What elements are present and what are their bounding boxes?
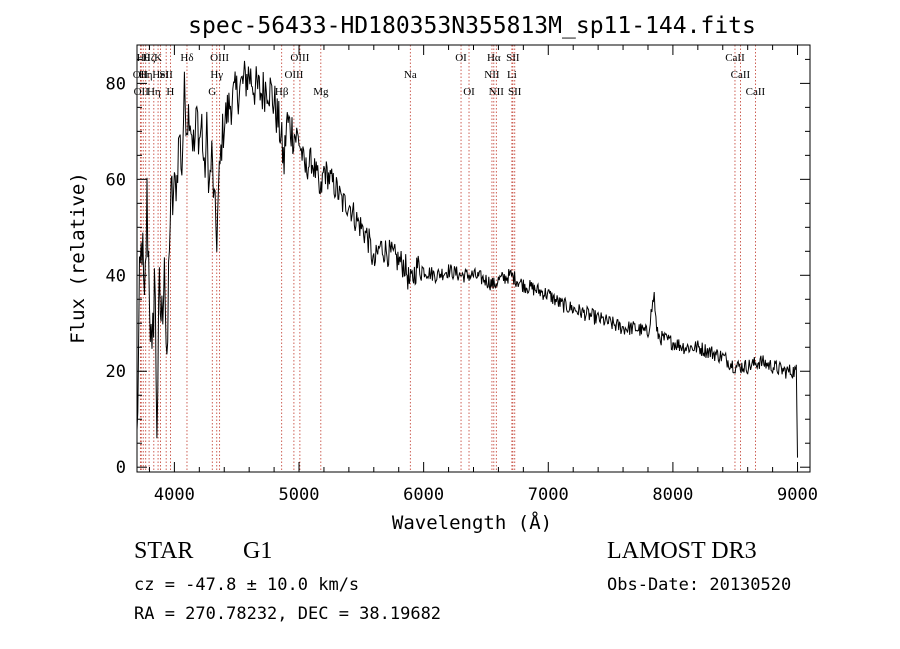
spectral-line-markers	[139, 45, 756, 472]
redshift-velocity: cz = -47.8 ± 10.0 km/s	[134, 575, 360, 595]
x-tick-label-3: 7000	[528, 485, 569, 505]
x-tick-label-4: 8000	[652, 485, 693, 505]
line-label-27: CaII	[725, 52, 745, 64]
line-label-10: Hδ	[180, 52, 193, 64]
line-label-22: Hα	[487, 52, 501, 64]
line-label-17: Mg	[313, 86, 329, 98]
line-label-6: K	[154, 52, 162, 64]
line-label-12: Hγ	[210, 69, 223, 81]
coordinates: RA = 270.78232, DEC = 38.19682	[134, 604, 442, 624]
object-class: STAR	[134, 538, 194, 564]
line-label-8: SII	[159, 69, 173, 81]
line-label-14: Hβ	[275, 86, 289, 98]
line-label-28: CaII	[731, 69, 751, 81]
survey-name: LAMOST DR3	[607, 538, 757, 564]
line-label-23: NII	[489, 86, 505, 98]
line-label-2: Hθ	[137, 52, 150, 64]
x-axis-ticks: 4000 5000 6000 7000 8000 9000	[148, 45, 818, 505]
line-label-13: OIII	[210, 52, 229, 64]
x-tick-label-5: 9000	[777, 485, 818, 505]
line-label-4: Hζ	[143, 52, 156, 64]
x-axis-label: Wavelength (Å)	[392, 511, 552, 534]
line-label-25: SII	[506, 52, 520, 64]
line-label-15: OIII	[284, 69, 303, 81]
line-label-16: OIII	[290, 52, 309, 64]
line-label-29: CaII	[746, 86, 766, 98]
line-label-5: Hη	[147, 86, 161, 98]
line-label-21: NII	[484, 69, 500, 81]
y-tick-label-3: 60	[106, 170, 126, 190]
line-label-20: OI	[463, 86, 475, 98]
object-subclass: G1	[243, 538, 273, 564]
line-label-26: SII	[508, 86, 522, 98]
line-label-24: Li	[507, 69, 517, 81]
line-label-9: H	[166, 86, 174, 98]
y-axis-label: Flux (relative)	[67, 172, 89, 344]
line-label-3: Hη	[139, 69, 153, 81]
spectrum-line	[136, 60, 798, 458]
x-tick-label-1: 5000	[279, 485, 320, 505]
y-axis-ticks: 0 20 40 60 80	[106, 58, 810, 478]
chart-title: spec-56433-HD180353N355813M_sp11-144.fit…	[188, 13, 756, 39]
observation-date: Obs-Date: 20130520	[607, 575, 792, 595]
x-tick-label-0: 4000	[154, 485, 195, 505]
line-label-7: HeI	[152, 69, 169, 81]
y-tick-label-4: 80	[106, 74, 126, 94]
line-label-19: OI	[455, 52, 467, 64]
line-label-18: Na	[404, 69, 417, 81]
y-tick-label-2: 40	[106, 266, 126, 286]
spectral-line-labels: OIIOIIHθHηHζHηKHeISIIHHδGHγOIIIHβOIIIOII…	[133, 52, 766, 98]
x-tick-label-2: 6000	[403, 485, 444, 505]
y-tick-label-0: 0	[116, 458, 126, 478]
y-tick-label-1: 20	[106, 362, 126, 382]
line-label-11: G	[208, 86, 216, 98]
